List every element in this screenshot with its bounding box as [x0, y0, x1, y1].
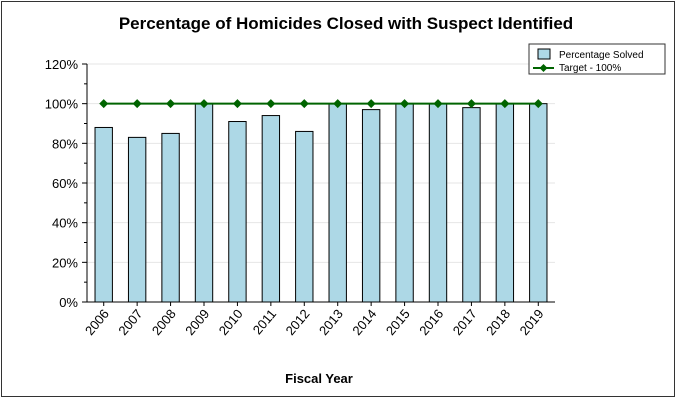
- bar-2009: [194, 103, 214, 303]
- x-tick-label: 2012: [283, 306, 313, 338]
- axes-layer: [82, 63, 555, 306]
- chart-title: Percentage of Homicides Closed with Susp…: [119, 14, 573, 33]
- target-marker-2010: [232, 99, 242, 109]
- x-tick-label: 2014: [349, 306, 379, 338]
- bar-2016: [428, 103, 448, 303]
- legend-marker-target: [539, 64, 548, 72]
- legend-label-percentage-solved: Percentage Solved: [559, 50, 644, 61]
- target-marker-2007: [132, 99, 142, 109]
- x-axis-label: Fiscal Year: [285, 371, 353, 386]
- y-tick-label: 0%: [59, 295, 78, 310]
- bar-2013: [328, 103, 347, 303]
- bar-2010: [228, 121, 247, 303]
- y-tick-label: 80%: [52, 136, 78, 151]
- legend-swatch-percentage-solved: [537, 48, 551, 60]
- target-marker-2013: [333, 99, 343, 109]
- target-marker-2008: [166, 99, 176, 109]
- y-tick-label: 120%: [45, 57, 79, 72]
- x-tick-label: 2006: [82, 306, 112, 338]
- bar-2008: [161, 132, 180, 303]
- target-marker-2017: [466, 99, 476, 109]
- x-tick-label: 2015: [383, 306, 413, 338]
- x-tick-label: 2018: [483, 306, 513, 338]
- bars-layer: [94, 103, 548, 303]
- x-tick-label: 2019: [517, 306, 547, 338]
- target-marker-2006: [99, 99, 109, 109]
- target-marker-2019: [533, 99, 543, 109]
- x-tick-label: 2016: [416, 306, 446, 338]
- x-tick-label: 2007: [115, 306, 145, 338]
- bar-2007: [127, 136, 147, 303]
- x-tick-label: 2011: [250, 306, 279, 337]
- target-marker-2014: [366, 99, 376, 109]
- target-marker-2009: [199, 99, 209, 109]
- x-tick-label: 2009: [182, 306, 212, 338]
- target-marker-2018: [500, 99, 510, 109]
- target-marker-2011: [266, 99, 276, 109]
- y-tick-labels: 0% 20% 40% 60% 80% 100% 120%: [45, 57, 79, 310]
- legend: Percentage Solved Target - 100%: [528, 43, 666, 75]
- target-marker-2016: [433, 99, 443, 109]
- bar-2006: [94, 126, 113, 303]
- bar-2015: [395, 103, 414, 303]
- bar-2017: [462, 107, 481, 303]
- bar-2019: [529, 103, 548, 303]
- target-marker-2012: [299, 99, 309, 109]
- x-tick-labels: 2006 2007 2008 2009 2010 2011 2012 2013 2014 2015…: [82, 306, 547, 338]
- bar-2011: [261, 115, 281, 303]
- bar-2018: [495, 103, 515, 303]
- legend-label-target: Target - 100%: [559, 63, 621, 74]
- bar-2012: [295, 130, 314, 303]
- y-tick-label: 40%: [52, 216, 78, 231]
- y-tick-label: 60%: [52, 176, 78, 191]
- grid-layer: [87, 63, 555, 263]
- bar-2014: [361, 109, 381, 303]
- x-tick-label: 2008: [149, 306, 179, 338]
- line-layer: [99, 99, 543, 109]
- y-tick-label: 20%: [52, 255, 78, 270]
- x-tick-label: 2013: [316, 306, 346, 338]
- y-tick-label: 100%: [45, 97, 79, 112]
- x-tick-label: 2017: [450, 306, 480, 338]
- x-tick-label: 2010: [216, 306, 246, 338]
- target-marker-2015: [400, 99, 410, 109]
